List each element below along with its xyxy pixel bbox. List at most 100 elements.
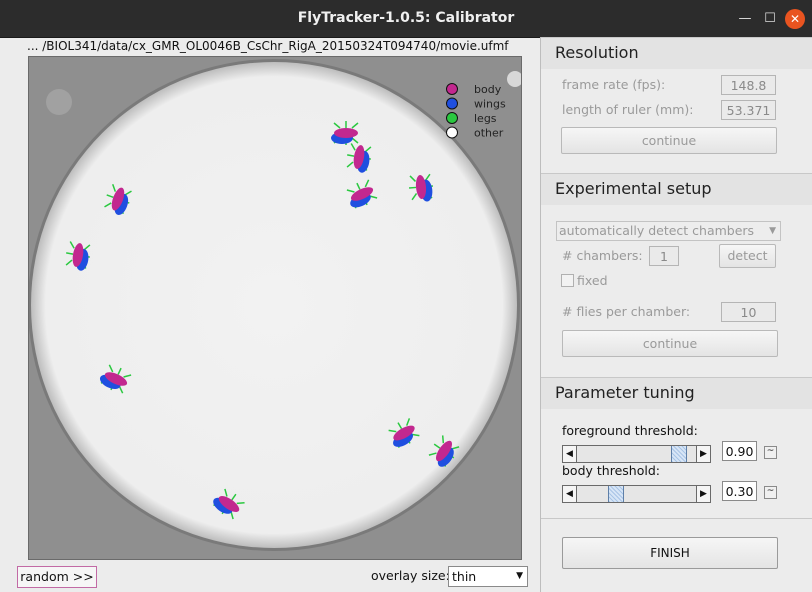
fly-body xyxy=(104,372,128,386)
resolution-title: Resolution xyxy=(555,43,639,62)
fly-overlay xyxy=(346,179,378,209)
resolution-continue-button[interactable]: continue xyxy=(561,127,777,154)
fly-leg xyxy=(346,161,354,168)
parameter-tuning-panel: foreground threshold: ◀ ▶ 0.90 ~ body th… xyxy=(541,409,812,517)
fly-overlay xyxy=(213,488,245,520)
fly-leg xyxy=(104,202,112,208)
frame-rate-label: frame rate (fps): xyxy=(562,77,666,92)
fly-leg xyxy=(409,175,417,182)
fly-leg xyxy=(112,184,117,192)
chevron-down-icon: ▼ xyxy=(516,571,523,581)
fixed-label: fixed xyxy=(577,273,608,288)
experimental-continue-button[interactable]: continue xyxy=(562,330,778,357)
legend-swatch-legs xyxy=(446,112,458,124)
body-threshold-tilde-button[interactable]: ~ xyxy=(764,486,777,499)
flies-per-chamber-input[interactable]: 10 xyxy=(721,302,776,322)
chamber-mode-select[interactable]: automatically detect chambers ▼ xyxy=(556,221,781,241)
fly-overlay xyxy=(428,435,460,467)
fly-leg xyxy=(69,241,75,249)
fly-leg xyxy=(411,433,420,437)
detect-button[interactable]: detect xyxy=(719,244,776,268)
fly-body xyxy=(393,425,415,441)
foreground-threshold-thumb[interactable] xyxy=(671,446,687,462)
panel-divider xyxy=(540,37,541,592)
frame-rate-input[interactable]: 148.8 xyxy=(721,75,776,95)
foreground-threshold-tilde-button[interactable]: ~ xyxy=(764,446,777,459)
flies-per-chamber-label: # flies per chamber: xyxy=(562,304,691,319)
fly-leg xyxy=(397,422,403,430)
fly-overlay xyxy=(99,364,132,394)
legend-swatch-other xyxy=(446,126,458,139)
fly-body xyxy=(415,175,427,199)
fly-body xyxy=(111,187,125,211)
fly-overlay xyxy=(104,184,132,216)
video-frame-viewer[interactable]: body wings legs other xyxy=(28,56,522,560)
fly-leg xyxy=(405,418,411,426)
chambers-input[interactable]: 1 xyxy=(649,246,679,266)
minimize-button[interactable]: — xyxy=(738,11,752,26)
fly-body xyxy=(72,243,84,267)
fixed-checkbox[interactable] xyxy=(561,274,574,287)
random-frame-button[interactable]: random >> xyxy=(17,566,97,588)
maximize-button[interactable]: ☐ xyxy=(764,11,776,26)
legend-swatch-body xyxy=(446,83,458,95)
fly-leg xyxy=(351,137,359,144)
body-threshold-input[interactable]: 0.30 xyxy=(722,481,757,501)
fly-body xyxy=(353,145,365,169)
fly-leg xyxy=(231,493,237,501)
arena-image: body wings legs other xyxy=(29,57,521,559)
experimental-setup-title: Experimental setup xyxy=(555,179,712,198)
slider-right-arrow-icon[interactable]: ▶ xyxy=(696,486,710,502)
fly-overlay xyxy=(331,121,359,145)
legend-label-other: other xyxy=(474,127,504,140)
fly-leg xyxy=(408,186,417,189)
fly-overlay xyxy=(408,173,434,202)
body-threshold-slider[interactable]: ◀ ▶ xyxy=(562,485,711,503)
fly-overlay xyxy=(388,418,420,448)
chambers-label: # chambers: xyxy=(562,248,643,263)
legend-label-wings: wings xyxy=(474,98,506,111)
body-threshold-thumb[interactable] xyxy=(608,486,624,502)
glare-spot xyxy=(46,89,72,115)
foreground-threshold-label: foreground threshold: xyxy=(562,423,698,438)
overlay-legend: body wings legs other xyxy=(446,83,506,140)
fly-leg xyxy=(108,364,114,373)
slider-right-arrow-icon[interactable]: ▶ xyxy=(696,446,710,462)
legend-label-legs: legs xyxy=(474,112,497,125)
slider-left-arrow-icon[interactable]: ◀ xyxy=(563,446,577,462)
overlay-size-label: overlay size: xyxy=(371,568,450,583)
foreground-threshold-input[interactable]: 0.90 xyxy=(722,441,757,461)
fly-body xyxy=(334,128,358,138)
fly-leg xyxy=(356,182,361,190)
window-title: FlyTracker-1.0.5: Calibrator xyxy=(297,10,515,26)
chamber-mode-value: automatically detect chambers xyxy=(559,223,755,238)
fly-leg xyxy=(236,501,245,505)
fly-overlays xyxy=(65,121,460,520)
slider-left-arrow-icon[interactable]: ◀ xyxy=(563,486,577,502)
fly-wings xyxy=(437,447,454,467)
legend-label-body: body xyxy=(474,83,502,96)
fly-body xyxy=(218,495,240,513)
foreground-threshold-slider[interactable]: ◀ ▶ xyxy=(562,445,711,463)
close-button[interactable]: ✕ xyxy=(785,9,805,29)
fly-leg xyxy=(428,452,437,456)
fly-leg xyxy=(106,194,114,198)
finish-button[interactable]: FINISH xyxy=(562,537,778,569)
fly-leg xyxy=(433,443,441,449)
fly-overlay xyxy=(65,241,91,271)
fly-overlay xyxy=(346,143,372,173)
fly-leg xyxy=(123,374,132,378)
overlay-size-value: thin xyxy=(452,569,477,584)
ruler-length-input[interactable]: 53.371 xyxy=(721,100,776,120)
overlay-size-select[interactable]: thin ▼ xyxy=(448,566,528,587)
glare-spot xyxy=(507,71,521,87)
fly-leg xyxy=(441,435,445,444)
arena-floor xyxy=(31,62,517,548)
fly-leg xyxy=(66,252,74,255)
fly-leg xyxy=(230,511,234,520)
fly-leg xyxy=(424,173,431,182)
fly-leg xyxy=(224,488,228,497)
fly-body xyxy=(350,187,374,201)
fly-leg xyxy=(364,146,372,153)
fly-leg xyxy=(350,143,356,151)
